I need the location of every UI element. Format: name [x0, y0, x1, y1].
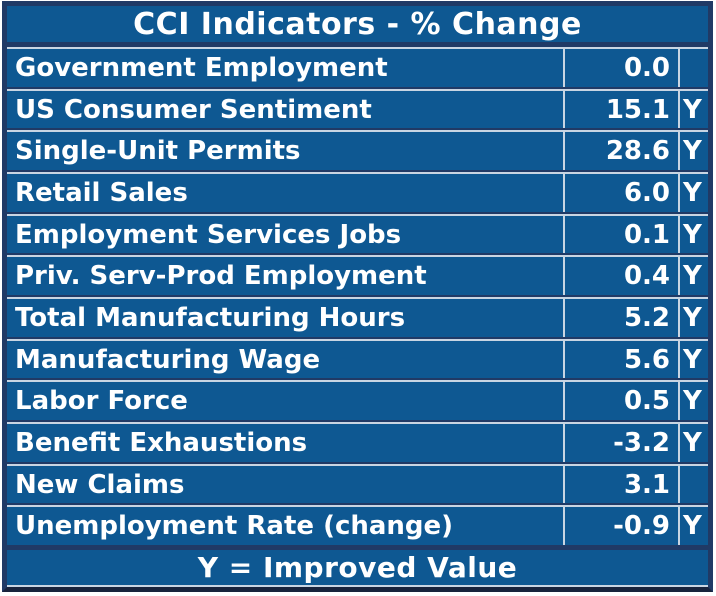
improved-flag: Y [678, 215, 708, 254]
pct-change-value: 0.0 [563, 49, 678, 87]
table-row: Benefit Exhaustions -3.2 Y [7, 422, 708, 464]
improved-flag [678, 49, 708, 87]
table-row: New Claims 3.1 [7, 463, 708, 506]
indicator-table: Government Employment 0.0 US Consumer Sent… [7, 47, 708, 546]
pct-change-value: 0.5 [563, 382, 678, 421]
improved-flag [678, 465, 708, 504]
pct-change-value: -3.2 [563, 424, 678, 462]
improved-flag: Y [678, 174, 708, 212]
indicator-label: Benefit Exhaustions [15, 427, 308, 458]
pct-change-value: 5.6 [563, 340, 678, 379]
table-row: Government Employment 0.0 [7, 47, 708, 89]
table-row: Priv. Serv-Prod Employment 0.4 Y [7, 255, 708, 298]
pct-change-value: 15.1 [563, 90, 678, 129]
indicator-label: Single-Unit Permits [15, 136, 301, 167]
table-row: Employment Services Jobs 0.1 Y [7, 213, 708, 256]
indicator-label: Retail Sales [15, 177, 188, 208]
pct-change-value: 6.0 [563, 174, 678, 212]
indicator-label: Employment Services Jobs [15, 219, 402, 250]
indicator-label: New Claims [15, 469, 185, 500]
table-row: Retail Sales 6.0 Y [7, 172, 708, 214]
table-row: US Consumer Sentiment 15.1 Y [7, 88, 708, 131]
table-row: Total Manufacturing Hours 5.2 Y [7, 297, 708, 339]
table-title: CCI Indicators - % Change [7, 6, 708, 47]
improved-flag: Y [678, 424, 708, 462]
indicator-label: Labor Force [15, 386, 188, 417]
improved-flag: Y [678, 257, 708, 296]
pct-change-value: -0.9 [563, 507, 678, 546]
indicator-label: US Consumer Sentiment [15, 94, 372, 125]
table-row: Labor Force 0.5 Y [7, 380, 708, 423]
improved-flag: Y [678, 382, 708, 421]
indicator-label: Total Manufacturing Hours [15, 302, 406, 333]
pct-change-value: 28.6 [563, 132, 678, 171]
table-row: Single-Unit Permits 28.6 Y [7, 130, 708, 173]
improved-flag: Y [678, 340, 708, 379]
table-row: Manufacturing Wage 5.6 Y [7, 338, 708, 381]
improved-flag: Y [678, 90, 708, 129]
indicator-label: Unemployment Rate (change) [15, 511, 454, 542]
improved-flag: Y [678, 299, 708, 337]
indicator-label: Manufacturing Wage [15, 344, 321, 375]
pct-change-value: 0.4 [563, 257, 678, 296]
improved-flag: Y [678, 507, 708, 546]
table-row: Unemployment Rate (change) -0.9 Y [7, 505, 708, 546]
indicator-label: Government Employment [15, 52, 388, 83]
pct-change-value: 5.2 [563, 299, 678, 337]
pct-change-value: 3.1 [563, 465, 678, 504]
pct-change-value: 0.1 [563, 215, 678, 254]
legend-footer: Y = Improved Value [7, 545, 708, 587]
indicator-label: Priv. Serv-Prod Employment [15, 261, 427, 292]
improved-flag: Y [678, 132, 708, 171]
